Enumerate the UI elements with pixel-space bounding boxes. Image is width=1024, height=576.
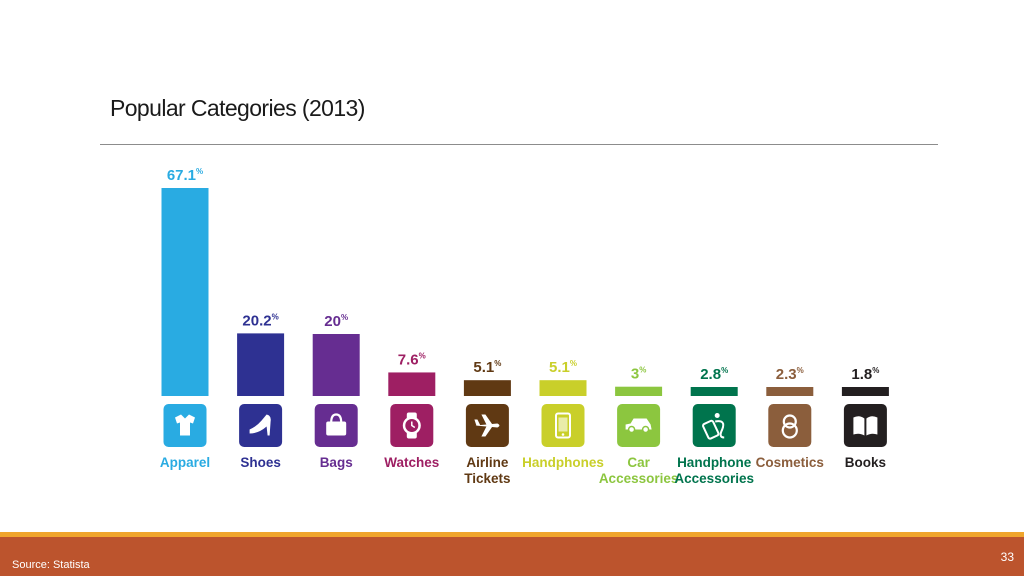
category-label-handphone-accessories: Handphone Accessories — [674, 455, 754, 486]
phone-accessory-icon — [692, 404, 736, 447]
bar-bags — [312, 334, 360, 396]
value-label-car-accessories: 3% — [631, 366, 646, 383]
category-label-apparel: Apparel — [160, 455, 210, 470]
category-label-books: Books — [845, 455, 886, 470]
page-number: 33 — [1000, 550, 1014, 564]
slide-title: Popular Categories (2013) — [110, 95, 365, 121]
category-label-airline-tickets: Airline Tickets — [464, 455, 510, 486]
value-label-cosmetics: 2.3% — [776, 366, 804, 383]
bar-handphone-accessories — [690, 387, 738, 396]
shirt-icon — [163, 404, 207, 447]
value-label-bags: 20% — [324, 313, 348, 330]
bar-handphones — [539, 380, 587, 396]
value-label-watches: 7.6% — [398, 351, 426, 368]
car-icon — [617, 404, 661, 447]
book-icon — [843, 404, 887, 447]
category-label-shoes: Shoes — [240, 455, 281, 470]
footer-accent-strip — [0, 532, 1024, 537]
category-label-car-accessories: Car Accessories — [599, 455, 679, 486]
value-label-books: 1.8% — [851, 366, 879, 383]
bar-cosmetics — [766, 387, 814, 396]
bar-watches — [388, 372, 436, 396]
handbag-icon — [314, 404, 358, 447]
bar-books — [841, 387, 889, 396]
source-note: Source: Statista — [12, 559, 90, 571]
phone-icon — [541, 404, 585, 447]
category-label-watches: Watches — [384, 455, 439, 470]
bar-chart: 67.1% Apparel 20.2% Shoes 20% Bags 7.6% Watches… — [160, 167, 889, 486]
footer-bar — [0, 537, 1024, 576]
value-label-airline-tickets: 5.1% — [473, 359, 501, 376]
title-divider — [100, 144, 938, 145]
compact-mirror-icon — [768, 404, 812, 447]
watch-icon — [390, 404, 434, 447]
bar-car-accessories — [615, 386, 663, 396]
category-label-handphones: Handphones — [522, 455, 604, 470]
category-label-cosmetics: Cosmetics — [756, 455, 824, 470]
bar-airline-tickets — [463, 380, 511, 396]
bar-shoes — [237, 333, 285, 396]
value-label-handphones: 5.1% — [549, 359, 577, 376]
high-heel-icon — [239, 404, 283, 447]
category-label-bags: Bags — [320, 455, 353, 470]
value-label-shoes: 20.2% — [242, 312, 278, 329]
value-label-handphone-accessories: 2.8% — [700, 366, 728, 383]
airplane-icon — [465, 404, 509, 447]
value-label-apparel: 67.1% — [167, 167, 203, 184]
bar-apparel — [161, 188, 209, 396]
